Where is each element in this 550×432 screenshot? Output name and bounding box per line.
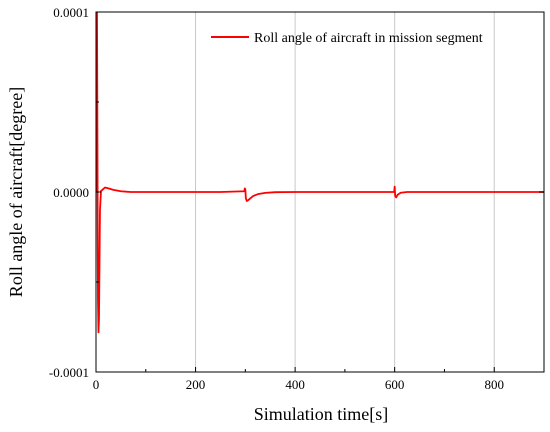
y-tick-label: 0.0000 xyxy=(53,185,89,200)
tick-labels: 0 200 400 600 800 -0.0001 0.0000 0.0001 xyxy=(49,5,504,392)
x-axis-title: Simulation time[s] xyxy=(254,404,389,424)
axis-ticks xyxy=(95,11,544,373)
y-tick-label: -0.0001 xyxy=(49,365,89,380)
y-axis-title: Roll angle of aircraft[degree] xyxy=(6,87,26,297)
x-tick-label: 200 xyxy=(186,377,206,392)
x-tick-label: 0 xyxy=(93,377,100,392)
x-tick-label: 400 xyxy=(285,377,305,392)
legend-label-roll-angle: Roll angle of aircraft in mission segmen… xyxy=(254,31,483,46)
x-tick-label: 600 xyxy=(385,377,405,392)
y-tick-label: 0.0001 xyxy=(53,5,89,20)
series-line-roll-angle xyxy=(96,12,544,334)
x-tick-label: 800 xyxy=(484,377,504,392)
series-layer xyxy=(96,12,544,334)
legend: Roll angle of aircraft in mission segmen… xyxy=(211,31,483,46)
